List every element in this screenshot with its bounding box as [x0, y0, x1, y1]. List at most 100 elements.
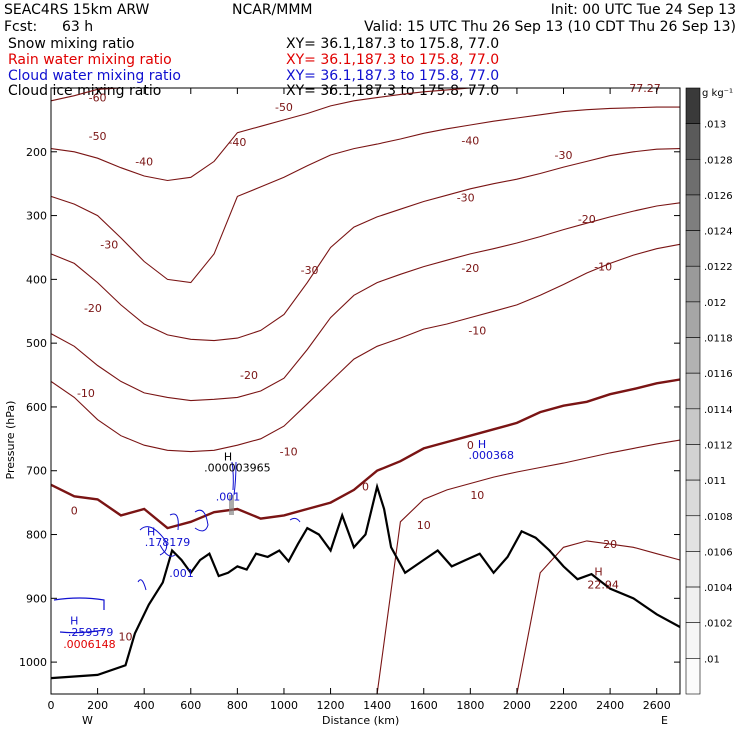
- x-tick-label: 800: [227, 699, 248, 712]
- annotations: 77.27H22.94H.000003965H.000368.001H.1781…: [63, 82, 661, 651]
- cloud-water-contour: [59, 629, 105, 634]
- contour-label: -20: [240, 369, 258, 382]
- contour-labels: -60 -50 -50 -40 -40 -40 -30 -30 -30 -30 -20 -20 -20 -…: [71, 92, 617, 644]
- field-xy-cloud-water: XY= 36.1,187.3 to 175.8, 77.0: [286, 68, 499, 84]
- x-tick-label: 1600: [410, 699, 438, 712]
- field-name-cloud-water: Cloud water mixing ratio: [8, 68, 181, 84]
- y-tick-label: 300: [26, 210, 47, 223]
- cloud-water-contour: [137, 579, 147, 591]
- terrain-line: [50, 482, 681, 680]
- colorbar-swatch: [685, 658, 701, 695]
- contour-label: -30: [457, 192, 475, 205]
- colorbar-swatch: [685, 123, 701, 160]
- annotation-label: .0006148: [63, 638, 116, 651]
- isotherm-3: [50, 106, 680, 284]
- field-xy-cloud-ice: XY= 36.1,187.3 to 175.8, 77.0: [286, 83, 499, 99]
- field-name-cloud-ice: Cloud ice mixing ratio: [8, 83, 161, 99]
- contour-label: 0: [71, 504, 78, 517]
- annotation-label: 22.94: [587, 578, 619, 591]
- contour-label: -40: [135, 155, 153, 168]
- plot-frame: [50, 87, 681, 695]
- colorbar-swatch: [685, 301, 701, 338]
- isotherm-0: [50, 243, 681, 453]
- colorbar-label: .01: [704, 654, 720, 665]
- colorbar-label: .0104: [704, 583, 733, 594]
- colorbar-label: .0102: [704, 619, 733, 630]
- x-tick-label: 1400: [363, 699, 391, 712]
- colorbar: .013 .0128 .0126 .0124 .0122 .012 .0118 .0116 .0…: [685, 87, 733, 695]
- isotherm-1: [50, 202, 681, 402]
- colorbar-label: .0116: [704, 369, 733, 380]
- field-xy-snow: XY= 36.1,187.3 to 175.8, 77.0: [286, 36, 499, 52]
- colorbar-swatch: [685, 408, 701, 445]
- y-tick-label: 200: [26, 146, 47, 159]
- colorbar-swatch: [685, 479, 701, 517]
- annotation-label: H: [224, 451, 232, 464]
- annotation-label: H: [478, 438, 486, 451]
- colorbar-swatch: [685, 337, 701, 374]
- freezing-level-line: [50, 378, 681, 530]
- contour-label: -30: [301, 264, 319, 277]
- contour-label: -20: [578, 213, 596, 226]
- annotation-label: .178179: [145, 536, 191, 549]
- init-time: Init: 00 UTC Tue 24 Sep 13: [551, 2, 736, 18]
- x-tick-label: 1200: [317, 699, 345, 712]
- contour-label: -30: [100, 238, 118, 251]
- y-tick-label: 700: [26, 465, 47, 478]
- contour-label: -40: [228, 136, 246, 149]
- model-name: SEAC4RS 15km ARW: [4, 2, 150, 18]
- annotation-label: .000368: [469, 449, 515, 462]
- y-axis-label: Pressure (hPa): [4, 401, 17, 480]
- cloud-water-contour: [53, 597, 105, 610]
- y-tick-label: 400: [26, 273, 47, 286]
- contour-label: 0: [362, 481, 369, 494]
- colorbar-swatch: [685, 551, 701, 588]
- colorbar-unit: g kg⁻¹: [702, 88, 733, 99]
- colorbar-label: .0128: [704, 155, 733, 166]
- colorbar-swatch: [685, 515, 701, 552]
- contour-label: -20: [461, 262, 479, 275]
- y-tick-label: 1000: [19, 656, 47, 669]
- isotherm-7: [51, 540, 681, 695]
- colorbar-label: .0126: [704, 191, 733, 202]
- valid-time: Valid: 15 UTC Thu 26 Sep 13 (10 CDT Thu …: [364, 19, 736, 35]
- x-tick-label: 0: [48, 699, 55, 712]
- isotherm-contours: [50, 87, 681, 695]
- east-label: E: [661, 714, 668, 727]
- x-axis: 0 200 400 600 800 1000 1200 1400 1600 1800 2000 220…: [48, 88, 671, 712]
- x-tick-label: 1800: [456, 699, 484, 712]
- colorbar-label: .012: [704, 298, 726, 309]
- colorbar-label: .0114: [704, 405, 733, 416]
- annotation-label: H: [147, 525, 155, 538]
- x-tick-label: 200: [87, 699, 108, 712]
- colorbar-label: .0108: [704, 512, 733, 523]
- contour-label: -50: [275, 101, 293, 114]
- colorbar-swatch: [685, 158, 701, 196]
- contour-label: -30: [555, 149, 573, 162]
- field-name-rain: Rain water mixing ratio: [8, 52, 172, 68]
- contour-label: 20: [603, 538, 617, 551]
- field-name-snow: Snow mixing ratio: [8, 36, 134, 52]
- colorbar-label: .0124: [704, 227, 733, 238]
- colorbar-swatch: [685, 265, 701, 303]
- header: SEAC4RS 15km ARW NCAR/MMM Init: 00 UTC T…: [4, 2, 736, 99]
- cloud-water-contour: [231, 461, 237, 496]
- center-name: NCAR/MMM: [232, 2, 313, 18]
- colorbar-label: .013: [704, 120, 726, 131]
- annotation-label: .001: [169, 567, 194, 580]
- contour-label: -40: [461, 134, 479, 147]
- y-tick-label: 500: [26, 337, 47, 350]
- contour-label: 10: [470, 489, 484, 502]
- colorbar-label: .0122: [704, 262, 733, 273]
- x-tick-label: 2400: [596, 699, 624, 712]
- colorbar-label: .011: [704, 476, 726, 487]
- contour-label: -50: [89, 130, 107, 143]
- x-tick-label: 2000: [503, 699, 531, 712]
- colorbar-swatch: [685, 622, 701, 659]
- colorbar-swatch: [685, 194, 701, 231]
- x-tick-label: 400: [134, 699, 155, 712]
- west-label: W: [82, 714, 93, 727]
- cloud-water-contour: [194, 509, 209, 532]
- colorbar-swatch: [685, 444, 701, 481]
